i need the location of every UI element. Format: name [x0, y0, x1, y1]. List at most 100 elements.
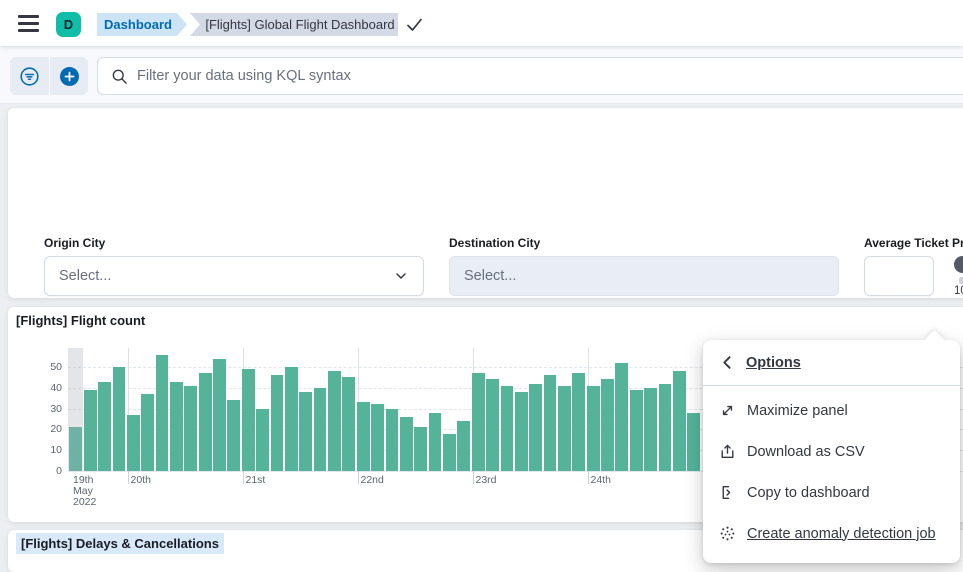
plus-circle-icon [59, 66, 79, 86]
x-axis-label: 19th May 2022 [73, 474, 97, 508]
chart-bar[interactable] [543, 375, 557, 471]
origin-city-value: Select... [59, 268, 112, 284]
chart-bar[interactable] [213, 358, 226, 471]
menu-item-label: Copy to dashboard [747, 484, 870, 501]
chart-bar[interactable] [256, 408, 269, 471]
x-axis-label: 23rd [475, 474, 497, 486]
chart-bar[interactable] [112, 367, 126, 471]
chart-bar[interactable] [313, 387, 327, 471]
chart-bar[interactable] [471, 373, 485, 471]
x-axis-tick [127, 471, 129, 484]
origin-city-label: Origin City [44, 236, 106, 250]
avg-ticket-price-label: Average Ticket Price [864, 236, 963, 250]
y-gridline [68, 367, 963, 368]
partial-bucket-band [68, 348, 84, 471]
chart-bar[interactable] [227, 400, 241, 471]
space-avatar[interactable]: D [56, 12, 81, 37]
origin-city-select[interactable]: Select... [44, 256, 424, 296]
chart-bar[interactable] [644, 387, 657, 471]
chart-bar[interactable] [629, 389, 643, 471]
chart-bar[interactable] [141, 394, 155, 471]
chart-bar[interactable] [557, 385, 571, 471]
controls-form-panel: Origin City Select... Destination City S… [8, 108, 963, 346]
chart-bar[interactable] [672, 371, 686, 471]
chart-bar[interactable] [155, 354, 169, 471]
chart-bar[interactable] [529, 383, 543, 471]
chart-bar[interactable] [514, 391, 528, 471]
menu-item-copy-to-dashboard[interactable]: Copy to dashboard [703, 472, 960, 513]
x-axis-label: 24th [590, 474, 611, 486]
check-icon[interactable] [405, 16, 424, 33]
options-menu-title: Options [746, 354, 801, 371]
y-axis-label: 40 [50, 381, 62, 394]
flight-count-panel-title[interactable]: [Flights] Flight count [16, 313, 146, 328]
chart-bar[interactable] [601, 379, 614, 471]
chart-bar[interactable] [83, 389, 97, 471]
chart-bar[interactable] [457, 421, 471, 471]
chevron-down-icon [396, 273, 406, 279]
x-axis-tick [242, 471, 244, 484]
chart-bar[interactable] [399, 416, 413, 471]
destination-city-label: Destination City [449, 236, 541, 250]
chart-bar[interactable] [299, 391, 313, 471]
filter-circle-icon [20, 66, 39, 86]
chart-bar[interactable] [98, 381, 111, 471]
menu-item-label: Maximize panel [747, 402, 848, 419]
app-header: D Dashboard [Flights] Global Flight Dash… [0, 0, 963, 46]
chart-bar[interactable] [198, 373, 212, 471]
add-filter-button[interactable] [49, 57, 88, 95]
y-axis-label: 20 [50, 423, 62, 436]
destination-city-value: Select... [464, 268, 517, 284]
saved-query-button[interactable] [10, 57, 49, 95]
chart-bar[interactable] [69, 427, 83, 471]
chart-bar[interactable] [658, 383, 672, 471]
download-csv-icon [721, 444, 734, 459]
chart-bar[interactable] [586, 385, 600, 471]
delays-panel-title[interactable]: [Flights] Delays & Cancellations [16, 533, 224, 554]
copy-to-dashboard-icon [722, 485, 731, 500]
menu-hamburger-icon[interactable] [18, 15, 39, 32]
panel-options-menu: Options Maximize panel Download as CSV C… [703, 329, 960, 563]
chart-bar[interactable] [385, 408, 399, 471]
options-menu-header[interactable]: Options [703, 340, 960, 385]
arrow-left-icon [723, 356, 731, 369]
chart-bar[interactable] [687, 412, 701, 471]
menu-item-create-anomaly-job[interactable]: Create anomaly detection job [703, 513, 960, 554]
chart-bar[interactable] [241, 369, 255, 471]
maximize-icon [722, 405, 733, 416]
chart-bar[interactable] [328, 371, 341, 471]
chart-bar[interactable] [500, 385, 514, 471]
search-placeholder: Filter your data using KQL syntax [137, 68, 351, 84]
breadcrumb-dashboard[interactable]: Dashboard [97, 13, 187, 36]
menu-item-maximize-panel[interactable]: Maximize panel [703, 390, 960, 431]
chart-bar[interactable] [126, 414, 140, 471]
chart-bar[interactable] [414, 427, 428, 471]
x-axis-label: 20th [130, 474, 151, 486]
chart-bar[interactable] [342, 377, 356, 471]
chart-bar[interactable] [184, 385, 198, 471]
chart-bar[interactable] [615, 362, 629, 471]
chart-bar[interactable] [270, 375, 284, 471]
chart-bar[interactable] [572, 373, 586, 471]
x-axis-tick [472, 471, 474, 484]
avg-ticket-price-input[interactable] [864, 256, 934, 296]
chart-bar[interactable] [371, 404, 384, 471]
price-slider-handle[interactable] [954, 256, 963, 273]
chart-bar[interactable] [356, 402, 370, 471]
chart-bar[interactable] [486, 379, 499, 471]
chart-bar[interactable] [284, 367, 298, 471]
menu-item-label: Create anomaly detection job [747, 525, 936, 542]
menu-divider [703, 385, 960, 386]
kql-search-input[interactable]: Filter your data using KQL syntax [97, 57, 963, 95]
menu-item-label: Download as CSV [747, 443, 865, 460]
x-axis-label: 21st [245, 474, 266, 486]
chart-bar[interactable] [169, 381, 183, 471]
y-axis-label: 50 [50, 361, 62, 373]
destination-city-select[interactable]: Select... [449, 256, 839, 296]
flight-count-chart: [Flights] Flight count 0 10 20 30 40 50 19th M… [8, 307, 963, 522]
chart-bar[interactable] [443, 433, 456, 471]
menu-item-download-csv[interactable]: Download as CSV [703, 431, 960, 472]
chart-bar[interactable] [428, 412, 442, 471]
x-axis-tick [357, 471, 359, 484]
breadcrumb-current-dashboard[interactable]: [Flights] Global Flight Dashboard [190, 13, 398, 36]
